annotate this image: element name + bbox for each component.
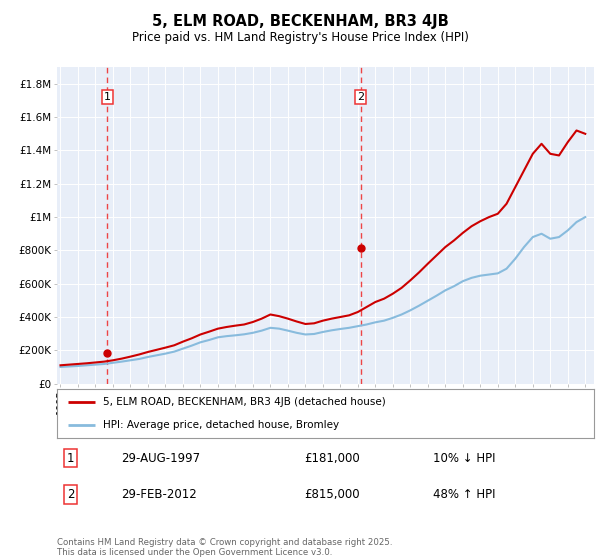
Text: £181,000: £181,000 <box>304 452 360 465</box>
Text: 29-AUG-1997: 29-AUG-1997 <box>121 452 200 465</box>
Text: Price paid vs. HM Land Registry's House Price Index (HPI): Price paid vs. HM Land Registry's House … <box>131 31 469 44</box>
Text: 5, ELM ROAD, BECKENHAM, BR3 4JB (detached house): 5, ELM ROAD, BECKENHAM, BR3 4JB (detache… <box>103 397 385 407</box>
Text: HPI: Average price, detached house, Bromley: HPI: Average price, detached house, Brom… <box>103 419 339 430</box>
Text: £815,000: £815,000 <box>304 488 359 501</box>
Text: 10% ↓ HPI: 10% ↓ HPI <box>433 452 496 465</box>
Text: 1: 1 <box>67 452 74 465</box>
Text: 2: 2 <box>67 488 74 501</box>
Text: 5, ELM ROAD, BECKENHAM, BR3 4JB: 5, ELM ROAD, BECKENHAM, BR3 4JB <box>152 14 448 29</box>
Text: 1: 1 <box>104 92 110 102</box>
Text: 29-FEB-2012: 29-FEB-2012 <box>121 488 197 501</box>
Text: 2: 2 <box>357 92 364 102</box>
Text: 48% ↑ HPI: 48% ↑ HPI <box>433 488 496 501</box>
Text: Contains HM Land Registry data © Crown copyright and database right 2025.
This d: Contains HM Land Registry data © Crown c… <box>57 538 392 557</box>
